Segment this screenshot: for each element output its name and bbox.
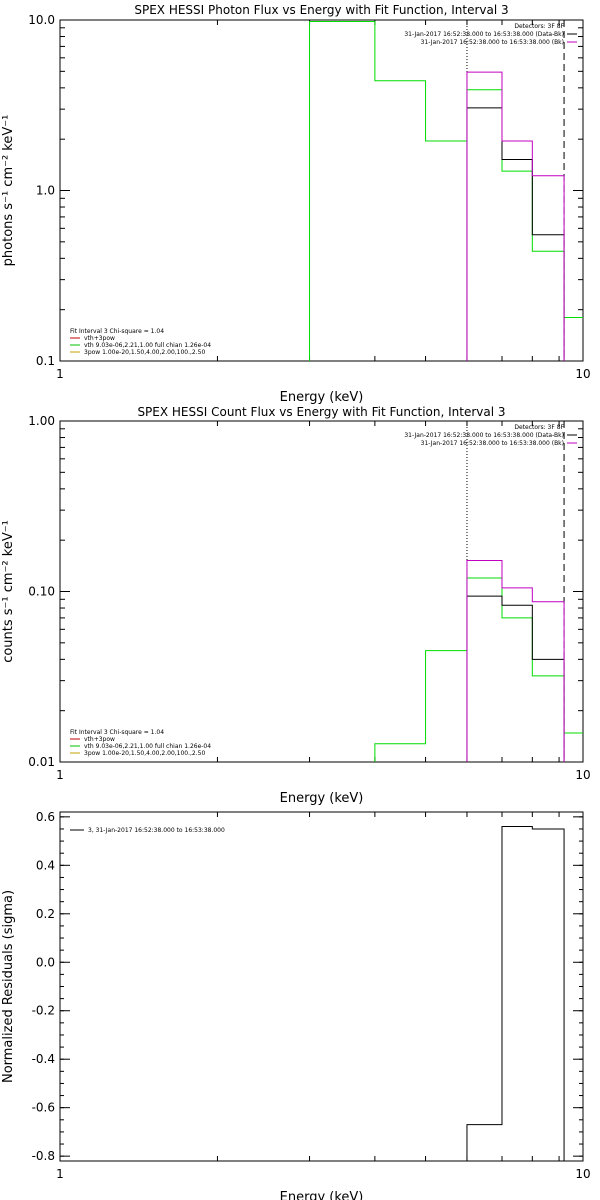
y-tick-label: 0.2 [36, 907, 55, 921]
plot-frame [59, 19, 584, 362]
legend-entry: 31-Jan-2017 16:52:38.000 to 16:53:38.000… [404, 432, 564, 439]
legend-entry: vth 9.03e-06,2.21,1.00 full chian 1.26e-… [84, 743, 211, 750]
x-tick-label: 10 [575, 768, 590, 782]
x-axis-label: Energy (keV) [280, 791, 364, 806]
legend-entry: vth+3pow [84, 335, 115, 342]
y-tick-label: 0.01 [28, 755, 55, 769]
legend-entry: vth 9.03e-06,2.21,1.00 full chian 1.26e-… [84, 342, 211, 349]
series-line-1 [309, 21, 583, 361]
y-axis-label: Normalized Residuals (sigma) [1, 890, 16, 1083]
y-tick-label: 0.6 [36, 810, 55, 824]
y-tick-label: 0.0 [36, 955, 55, 969]
y-tick-label: 0.4 [36, 858, 55, 872]
x-tick-label: 1 [56, 768, 64, 782]
series-line-1 [374, 577, 583, 762]
plot-frame [59, 420, 584, 763]
y-axis-label: photons s⁻¹ cm⁻² keV⁻¹ [1, 115, 16, 267]
legend-entry: 31-Jan-2017 16:52:38.000 to 16:53:38.000… [421, 440, 564, 447]
legend-entry: Detectors: 3F 8F [514, 23, 564, 30]
chart-panel-3: 1 10 Energy (keV) 0.6 0.4 0.2 0.0 -0.2 -0.4 -0.6 -… [1, 810, 591, 1200]
x-tick-label: 1 [56, 1167, 64, 1181]
chart-title: SPEX HESSI Count Flux vs Energy with Fit… [137, 405, 505, 419]
y-tick-label: -0.4 [32, 1052, 55, 1066]
legend-entry: Fit Interval 3 Chi-square = 1.04 [70, 328, 164, 335]
x-axis-label: Energy (keV) [280, 1190, 364, 1200]
series-line-2 [466, 595, 565, 762]
legend-entry: 3pow 1.00e-20,1.50,4.00,2.00,100.,2.50 [84, 349, 205, 356]
y-tick-label: 10.0 [28, 13, 55, 27]
y-tick-label: 1.00 [28, 414, 55, 428]
legend-entry: vth+3pow [84, 736, 115, 743]
chart-panel-2: SPEX HESSI Count Flux vs Energy with Fit… [1, 405, 591, 806]
y-tick-label: -0.6 [32, 1101, 55, 1115]
legend-entry: 31-Jan-2017 16:52:38.000 to 16:53:38.000… [404, 31, 564, 38]
y-tick-label: -0.8 [32, 1149, 55, 1163]
chart-panel-1: SPEX HESSI Photon Flux vs Energy with Fi… [1, 3, 591, 405]
legend-entry: 3, 31-Jan-2017 16:52:38.000 to 16:53:38.… [88, 827, 225, 834]
series-line-3 [466, 71, 565, 361]
series-line-3 [466, 560, 565, 762]
series-line-2 [466, 107, 565, 361]
plot-frame [59, 811, 584, 1162]
x-tick-label: 10 [575, 1167, 590, 1181]
y-tick-label: 0.1 [36, 354, 55, 368]
legend-entry: Detectors: 3F 8F [514, 424, 564, 431]
legend-entry: 31-Jan-2017 16:52:38.000 to 16:53:38.000… [421, 39, 564, 46]
legend-entry: 3pow 1.00e-20,1.50,4.00,2.00,100.,2.50 [84, 750, 205, 757]
y-tick-label: -0.2 [32, 1004, 55, 1018]
y-tick-label: 0.10 [28, 585, 55, 599]
series-line-1 [466, 826, 565, 1161]
y-tick-label: 1.0 [36, 184, 55, 198]
x-axis-label: Energy (keV) [280, 390, 364, 405]
legend-entry: Fit Interval 3 Chi-square = 1.04 [70, 729, 164, 736]
x-tick-label: 1 [56, 367, 64, 381]
chart-title: SPEX HESSI Photon Flux vs Energy with Fi… [134, 3, 508, 17]
y-axis-label: counts s⁻¹ cm⁻² keV⁻¹ [1, 520, 16, 663]
x-tick-label: 10 [575, 367, 590, 381]
